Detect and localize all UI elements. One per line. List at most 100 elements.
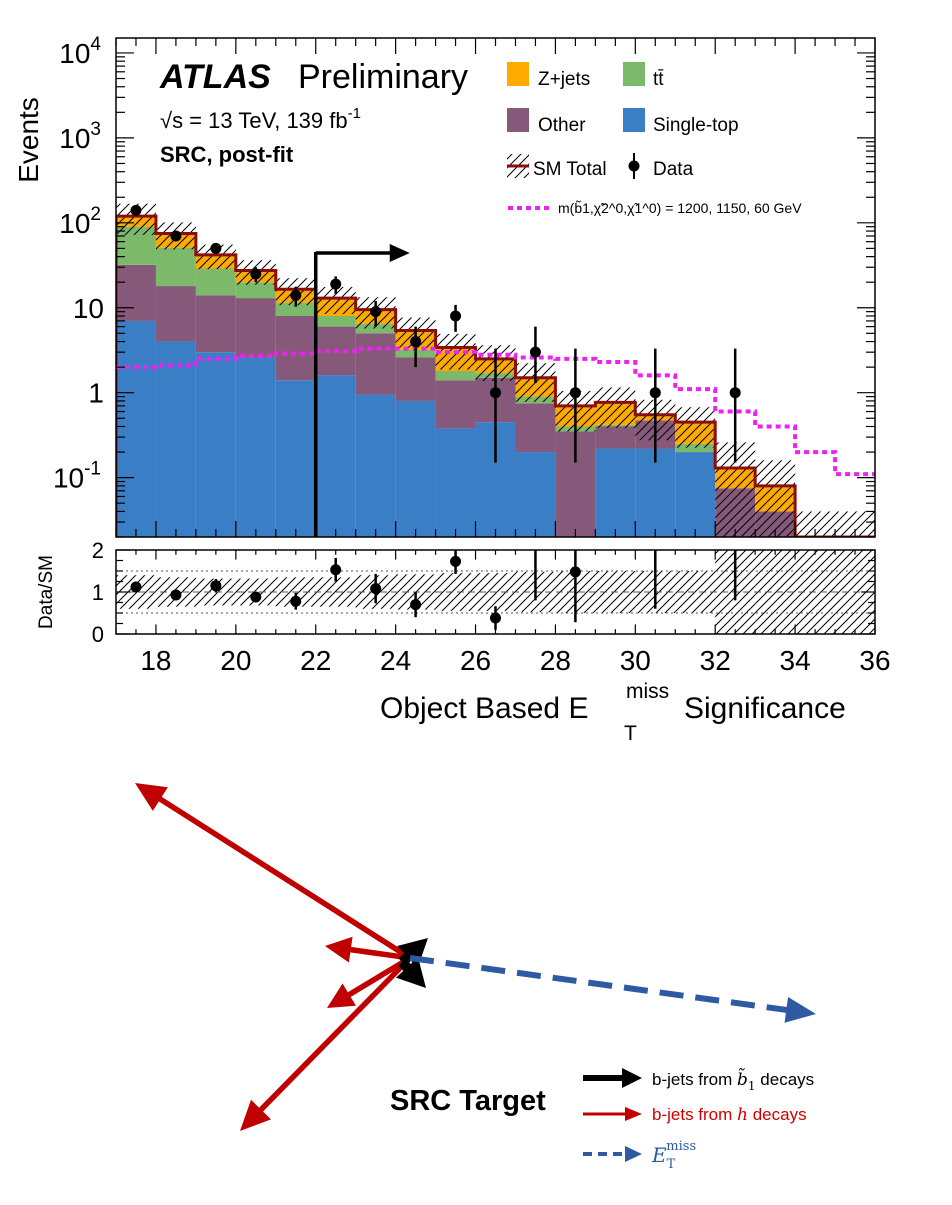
data-point-13 xyxy=(729,387,741,399)
bar-ttbar-bin-3 xyxy=(235,282,276,299)
x-axis-title-sup: miss xyxy=(626,680,669,703)
legend-text-sbottom-prefix: b-jets from xyxy=(652,1070,737,1089)
bar-singletop-bin-8 xyxy=(435,428,476,537)
data-point-9 xyxy=(490,387,501,399)
ratio-point-2 xyxy=(210,580,222,592)
ratio-point-6 xyxy=(370,583,382,595)
cut-arrow-head xyxy=(389,244,410,262)
bar-singletop-bin-3 xyxy=(235,357,276,537)
legend-text-met-sup: miss xyxy=(666,1139,696,1154)
y-tick-label: 1 xyxy=(88,378,104,409)
legend-text-sbottom-sub: 1 xyxy=(748,1079,756,1093)
bar-other-bin-0 xyxy=(116,264,156,321)
bar-other-bin-10 xyxy=(515,403,556,453)
region-label: SRC, post-fit xyxy=(160,142,294,167)
legend-label-smtotal: SM Total xyxy=(533,159,607,180)
atlas-label: ATLAS xyxy=(159,58,271,96)
bar-other-bin-8 xyxy=(435,380,476,429)
x-axis-title-sub: T xyxy=(624,722,637,745)
sm-band-bin-12 xyxy=(595,387,636,428)
higgs-jet-1-head xyxy=(135,783,168,811)
bar-other-bin-1 xyxy=(155,286,196,342)
ratio-point-0 xyxy=(130,581,142,593)
legend-text-sbottom-symbol: b̃ xyxy=(737,1068,748,1090)
ratio-point-1 xyxy=(170,589,182,601)
met-arrow-head xyxy=(784,997,816,1023)
sbottom-jet-2-head xyxy=(395,957,426,988)
higgs-jet-4-shaft xyxy=(257,956,412,1113)
ratio-point-9 xyxy=(490,612,501,624)
legend-arrow-sbottom-head xyxy=(622,1068,642,1088)
legend-label-zjets: Z+jets xyxy=(538,69,590,90)
diagram-legend: b-jets from b̃1 decays b-jets from h dec… xyxy=(583,1068,814,1172)
y-tick-label-exp: 2 xyxy=(90,204,101,225)
preliminary-label: Preliminary xyxy=(298,58,468,96)
bar-singletop-bin-0 xyxy=(116,320,156,537)
energy-label: √s = 13 TeV, 139 fb-1 xyxy=(160,105,361,133)
legend-text-higgs-prefix: b-jets from xyxy=(652,1105,737,1124)
legend-data-marker xyxy=(628,160,640,172)
y-tick-label-base: 10 xyxy=(53,463,84,494)
x-tick-label: 30 xyxy=(620,645,651,676)
data-point-2 xyxy=(210,242,222,254)
y-axis-title: Events xyxy=(13,97,44,183)
bar-other-bin-12 xyxy=(595,426,636,449)
bar-singletop-bin-10 xyxy=(515,452,556,537)
y-tick-label-exp: 4 xyxy=(90,34,101,55)
legend-text-sbottom: b-jets from b̃1 decays xyxy=(652,1068,814,1093)
chart-legend: Z+jets tt̄ Other Single-top SM Total Dat… xyxy=(507,62,802,216)
legend-arrow-higgs-head xyxy=(625,1107,642,1121)
x-axis-title: Object Based E miss T Significance xyxy=(380,680,846,745)
legend-text-higgs-symbol: h xyxy=(737,1105,748,1125)
legend-swatch-singletop xyxy=(623,108,645,132)
selection-cut-arrow xyxy=(313,244,410,537)
bar-other-bin-2 xyxy=(195,295,236,353)
x-tick-label: 22 xyxy=(300,645,331,676)
legend-text-higgs-suffix: decays xyxy=(748,1105,807,1124)
ratio-y-tick-label: 0 xyxy=(92,622,104,647)
ratio-y-axis-title: Data/SM xyxy=(36,555,57,629)
data-point-4 xyxy=(290,289,302,301)
data-point-5 xyxy=(330,278,342,290)
data-point-10 xyxy=(529,346,541,358)
data-point-3 xyxy=(250,268,262,280)
signal-line xyxy=(116,346,875,477)
bar-singletop-bin-6 xyxy=(355,394,396,537)
sm-band-bin-14 xyxy=(675,407,716,448)
x-tick-label: 18 xyxy=(140,645,171,676)
ratio-point-3 xyxy=(250,591,262,603)
ratio-point-4 xyxy=(290,595,302,607)
higgs-jet-1-shaft xyxy=(157,795,412,961)
bar-ttbar-bin-5 xyxy=(315,315,356,327)
y-tick-label-exp: 3 xyxy=(90,119,101,140)
legend-swatch-ttbar xyxy=(623,62,645,86)
data-point-8 xyxy=(450,310,462,322)
x-tick-label: 20 xyxy=(220,645,251,676)
legend-text-met-symbol: E xyxy=(651,1143,667,1167)
x-tick-label: 36 xyxy=(859,645,890,676)
y-tick-label-base: 10 xyxy=(59,38,90,69)
y-tick-label-base: 10 xyxy=(59,208,90,239)
ratio-axes: 0 1 2 18 20 22 24 26 28 30 32 34 36 xyxy=(92,538,891,676)
diagram-title: SRC Target xyxy=(390,1085,546,1117)
ratio-y-tick-label: 2 xyxy=(92,538,104,563)
ratio-reference-lines xyxy=(116,570,875,614)
legend-label-data: Data xyxy=(653,159,694,180)
higgs-jet-4-head xyxy=(240,1099,272,1131)
bar-ttbar-bin-4 xyxy=(275,302,316,316)
ratio-point-7 xyxy=(410,599,422,611)
legend-swatch-zjets xyxy=(507,62,529,86)
x-axis-title-tail: Significance xyxy=(684,692,846,725)
bar-singletop-bin-12 xyxy=(595,448,636,537)
ratio-y-tick-label: 1 xyxy=(92,580,104,605)
bar-singletop-bin-2 xyxy=(195,352,236,537)
data-point-12 xyxy=(649,387,661,399)
sbottom-jet-1-head xyxy=(397,938,428,969)
legend-text-higgs: b-jets from h decays xyxy=(652,1105,807,1125)
y-tick-label-base: 10 xyxy=(59,123,90,154)
y-tick-label: 104 xyxy=(59,34,101,69)
ratio-point-5 xyxy=(330,564,342,576)
bar-singletop-bin-14 xyxy=(675,452,716,537)
bar-ttbar-bin-8 xyxy=(435,371,476,381)
